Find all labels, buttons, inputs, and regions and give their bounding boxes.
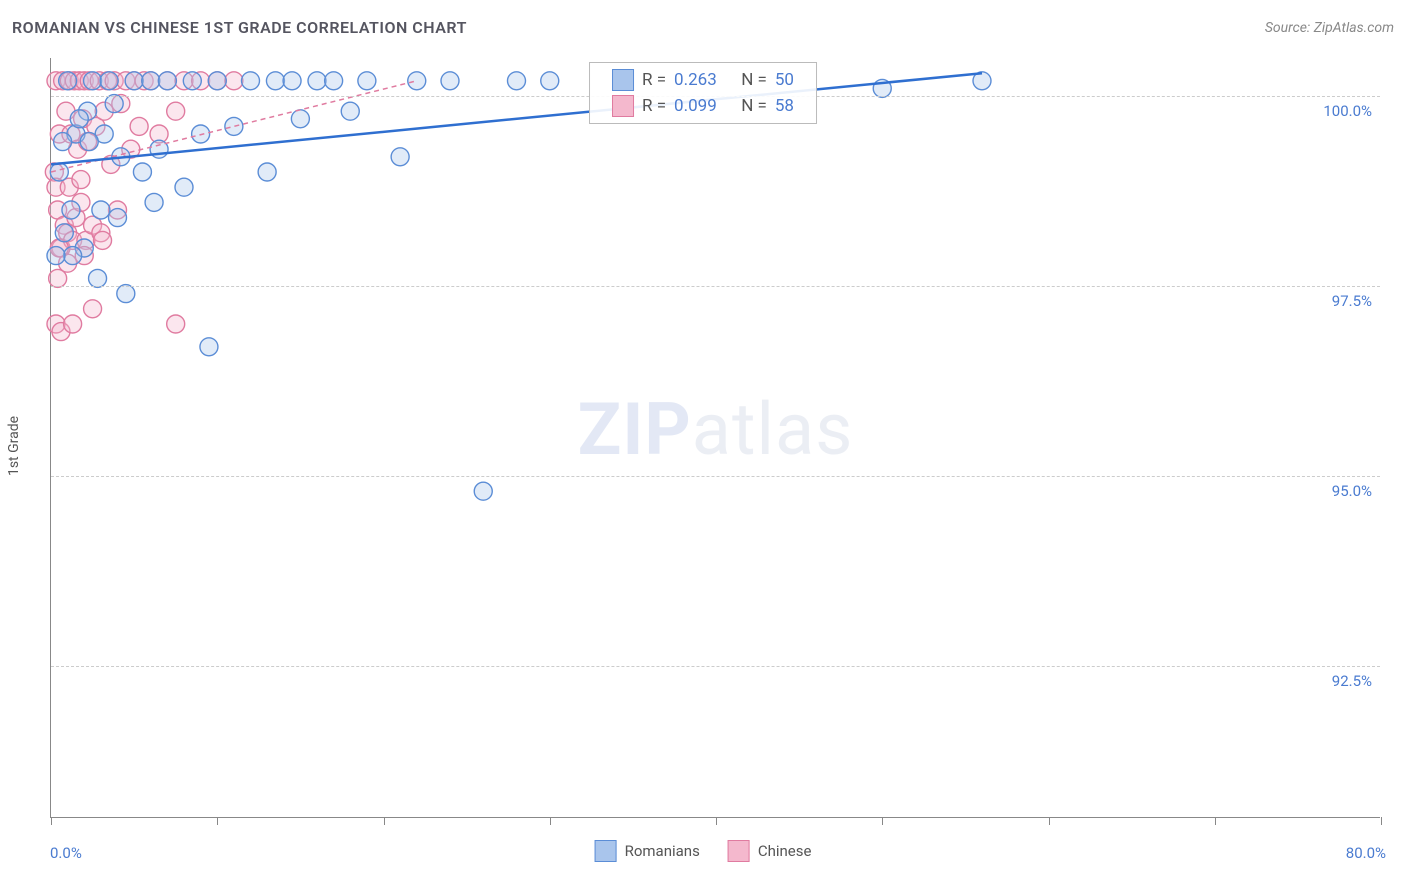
scatter-point: [541, 72, 559, 90]
scatter-point: [72, 171, 90, 189]
scatter-point: [258, 163, 276, 181]
gridline: [51, 286, 1380, 287]
scatter-point: [64, 247, 82, 265]
scatter-point: [341, 102, 359, 120]
scatter-point: [225, 72, 243, 90]
scatter-point: [109, 209, 127, 227]
series-legend-item-0: Romanians: [595, 840, 700, 862]
r-label-1: R =: [642, 96, 666, 116]
n-label-0: N =: [741, 70, 767, 90]
scatter-point: [84, 72, 102, 90]
scatter-point: [70, 110, 88, 128]
n-value-0: 50: [775, 70, 794, 90]
scatter-point: [84, 300, 102, 318]
scatter-point: [94, 231, 112, 249]
scatter-point: [325, 72, 343, 90]
scatter-point: [508, 72, 526, 90]
scatter-point: [167, 315, 185, 333]
chart-container: ROMANIAN VS CHINESE 1ST GRADE CORRELATIO…: [0, 0, 1406, 892]
y-tick-label: 92.5%: [1332, 672, 1372, 690]
scatter-point: [208, 72, 226, 90]
scatter-svg: [51, 58, 1380, 817]
series-swatch-chinese: [728, 840, 750, 862]
n-value-1: 58: [775, 96, 794, 116]
correlation-legend-row-1: R = 0.099 N = 58: [612, 93, 794, 119]
x-tick: [1049, 817, 1050, 825]
r-value-1: 0.099: [674, 96, 717, 116]
y-tick-label: 97.5%: [1332, 292, 1372, 310]
scatter-point: [62, 201, 80, 219]
scatter-point: [183, 72, 201, 90]
scatter-point: [130, 117, 148, 135]
source-attribution: Source: ZipAtlas.com: [1265, 20, 1394, 36]
y-axis-title: 1st Grade: [6, 416, 22, 476]
y-tick-label: 95.0%: [1332, 482, 1372, 500]
scatter-point: [145, 193, 163, 211]
scatter-point: [242, 72, 260, 90]
scatter-point: [291, 110, 309, 128]
scatter-point: [47, 247, 65, 265]
scatter-point: [89, 269, 107, 287]
x-tick: [217, 817, 218, 825]
scatter-point: [100, 72, 118, 90]
scatter-point: [308, 72, 326, 90]
scatter-point: [200, 338, 218, 356]
scatter-point: [59, 72, 77, 90]
n-label-1: N =: [741, 96, 767, 116]
scatter-point: [441, 72, 459, 90]
chart-header: ROMANIAN VS CHINESE 1ST GRADE CORRELATIO…: [12, 18, 1394, 37]
legend-swatch-romanians: [612, 69, 634, 91]
scatter-point: [283, 72, 301, 90]
scatter-point: [358, 72, 376, 90]
scatter-point: [64, 315, 82, 333]
x-tick: [51, 817, 52, 825]
x-tick: [384, 817, 385, 825]
scatter-point: [391, 148, 409, 166]
x-axis-label-max: 80.0%: [1346, 844, 1386, 862]
scatter-point: [105, 95, 123, 113]
x-tick: [1215, 817, 1216, 825]
plot-area: ZIPatlas 92.5%95.0%97.5%100.0%: [50, 58, 1380, 818]
gridline: [51, 476, 1380, 477]
scatter-point: [167, 102, 185, 120]
scatter-point: [54, 133, 72, 151]
source-name: ZipAtlas.com: [1314, 20, 1394, 36]
scatter-point: [225, 117, 243, 135]
scatter-point: [92, 201, 110, 219]
legend-swatch-chinese: [612, 95, 634, 117]
scatter-point: [266, 72, 284, 90]
x-tick: [716, 817, 717, 825]
scatter-point: [158, 72, 176, 90]
scatter-point: [142, 72, 160, 90]
scatter-point: [175, 178, 193, 196]
scatter-point: [117, 285, 135, 303]
chart-title: ROMANIAN VS CHINESE 1ST GRADE CORRELATIO…: [12, 18, 467, 37]
series-legend: Romanians Chinese: [595, 840, 812, 862]
series-label-chinese: Chinese: [758, 842, 812, 860]
scatter-point: [55, 224, 73, 242]
y-tick-label: 100.0%: [1323, 102, 1372, 120]
x-axis-label-min: 0.0%: [50, 844, 82, 862]
source-prefix: Source:: [1265, 20, 1314, 36]
series-legend-item-1: Chinese: [728, 840, 812, 862]
x-tick: [550, 817, 551, 825]
gridline: [51, 666, 1380, 667]
x-tick: [882, 817, 883, 825]
scatter-point: [80, 133, 98, 151]
correlation-legend-row-0: R = 0.263 N = 50: [612, 67, 794, 93]
r-label-0: R =: [642, 70, 666, 90]
scatter-point: [125, 72, 143, 90]
r-value-0: 0.263: [674, 70, 717, 90]
x-tick: [1381, 817, 1382, 825]
scatter-point: [133, 163, 151, 181]
series-swatch-romanians: [595, 840, 617, 862]
series-label-romanians: Romanians: [625, 842, 700, 860]
scatter-point: [474, 482, 492, 500]
correlation-legend: R = 0.263 N = 50 R = 0.099 N = 58: [589, 62, 817, 124]
